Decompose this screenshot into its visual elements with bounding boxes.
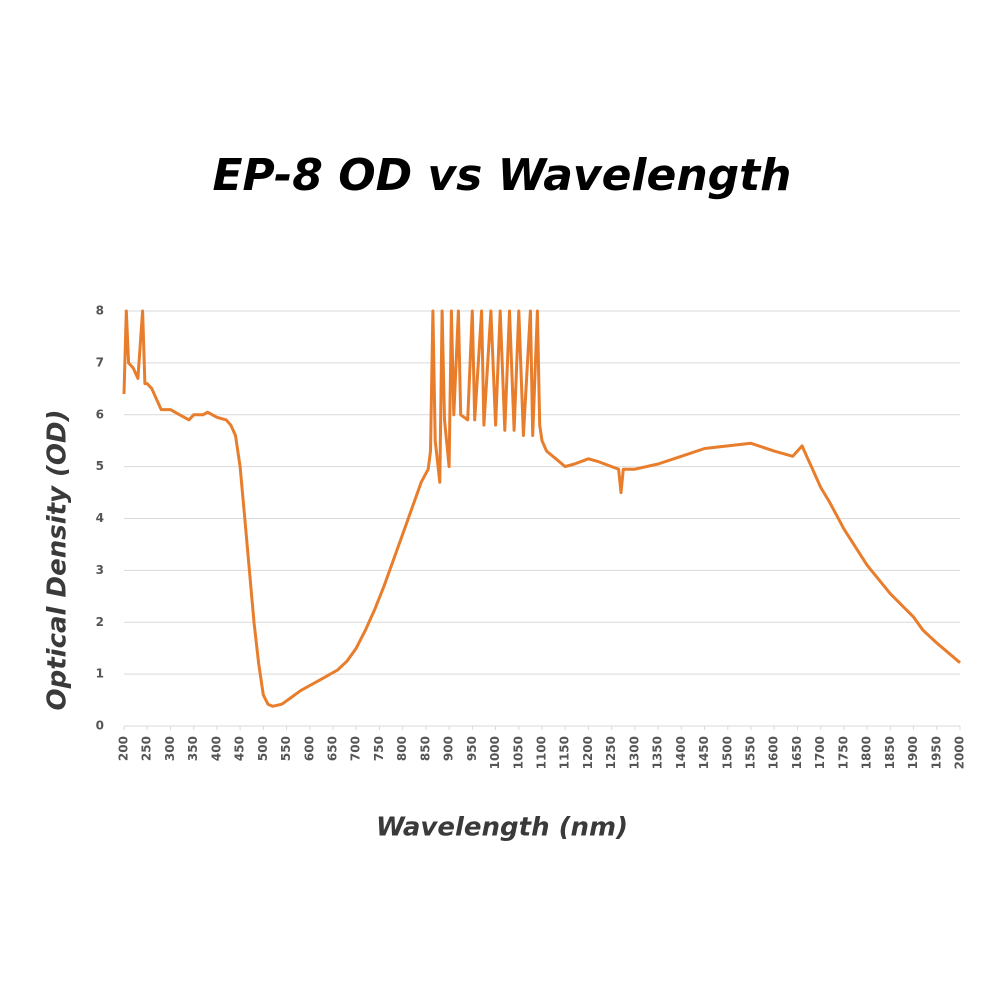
x-tick-label: 200 [117, 736, 131, 761]
y-tick-label: 0 [96, 719, 104, 733]
x-tick-label: 1000 [488, 736, 502, 769]
x-tick-label: 1250 [604, 736, 618, 769]
x-tick-label: 450 [233, 736, 247, 761]
y-tick-label: 8 [96, 304, 104, 318]
x-tick-label: 750 [372, 736, 386, 761]
x-tick-label: 250 [140, 736, 154, 761]
x-tick-label: 1350 [651, 736, 665, 769]
y-tick-label: 7 [96, 355, 104, 369]
x-tick-label: 400 [209, 736, 223, 761]
x-tick-label: 300 [163, 736, 177, 761]
x-tick-label: 800 [395, 736, 409, 761]
y-tick-label: 6 [96, 407, 104, 421]
data-line [122, 309, 961, 708]
x-tick-label: 1550 [744, 736, 758, 769]
x-tick-label: 850 [418, 736, 432, 761]
x-tick-label: 500 [256, 736, 270, 761]
x-tick-label: 550 [279, 736, 293, 761]
x-tick-label: 900 [442, 736, 456, 761]
y-axis-label: Optical Density (OD) [43, 410, 73, 711]
x-tick-label: 1100 [535, 736, 549, 769]
x-tick-label: 950 [465, 736, 479, 761]
y-tick-label: 5 [96, 459, 104, 473]
x-tick-label: 700 [349, 736, 363, 761]
x-axis-label: Wavelength (nm) [376, 813, 628, 843]
x-tick-label: 350 [186, 736, 200, 761]
x-tick-label: 1500 [720, 736, 734, 769]
x-tick-label: 650 [326, 736, 340, 761]
x-tick-label: 1300 [627, 736, 641, 769]
x-tick-label: 600 [302, 736, 316, 761]
y-tick-label: 2 [96, 615, 104, 629]
chart-title: EP-8 OD vs Wavelength [212, 150, 791, 201]
x-tick-label: 1700 [813, 736, 827, 769]
x-tick-label: 1200 [581, 736, 595, 769]
x-tick-label: 1800 [860, 736, 874, 769]
x-tick-label: 1400 [674, 736, 688, 769]
x-tick-label: 1950 [929, 736, 943, 769]
x-tick-label: 1900 [906, 736, 920, 769]
x-tick-label: 1600 [767, 736, 781, 769]
y-tick-label: 4 [96, 511, 104, 525]
x-tick-label: 2000 [953, 736, 967, 769]
x-tick-label: 1150 [558, 736, 572, 769]
y-tick-label: 3 [96, 563, 104, 577]
x-tick-label: 1050 [511, 736, 525, 769]
x-tick-label: 1850 [883, 736, 897, 769]
x-tick-label: 1750 [836, 736, 850, 769]
y-tick-label: 1 [96, 667, 104, 681]
x-tick-label: 1650 [790, 736, 804, 769]
x-tick-label: 1450 [697, 736, 711, 769]
